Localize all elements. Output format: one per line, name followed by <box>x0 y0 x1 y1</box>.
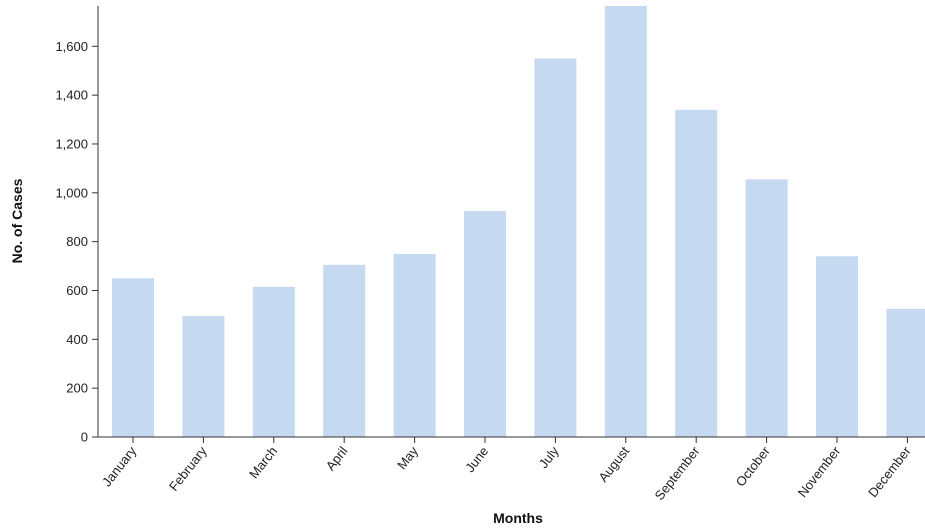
bar-january <box>112 278 154 437</box>
y-tick-label: 1,200 <box>55 136 88 151</box>
x-tick-label-november: November <box>795 443 844 500</box>
x-tick-label-february: February <box>166 443 210 494</box>
x-tick-label-august: August <box>595 443 632 484</box>
bar-june <box>464 211 506 437</box>
y-tick-label: 1,000 <box>55 185 88 200</box>
bars-group <box>112 6 925 438</box>
x-tick-label-may: May <box>394 443 421 472</box>
y-axis-title: No. of Cases <box>9 178 25 263</box>
y-tick-label: 200 <box>66 381 88 396</box>
x-tick-label-july: July <box>536 443 562 471</box>
x-tick-label-march: March <box>246 444 280 482</box>
y-axis-ticks: 0 200 400 600 800 1,000 1,200 1,400 1,600 <box>55 39 98 445</box>
bar-august <box>604 6 647 437</box>
y-tick-label: 1,400 <box>55 88 88 103</box>
y-tick-label: 1,600 <box>55 39 88 54</box>
x-axis-title: Months <box>493 510 543 526</box>
x-tick-label-december: December <box>865 443 914 500</box>
bar-march <box>252 286 295 437</box>
bar-september <box>675 109 718 438</box>
bar-july <box>534 58 577 437</box>
bar-february <box>182 316 225 437</box>
y-tick-label: 600 <box>66 283 88 298</box>
x-tick-label-april: April <box>323 444 351 474</box>
bar-april <box>323 264 366 437</box>
x-axis-ticks: January February March April May June July Augu… <box>99 437 914 503</box>
bar-december <box>886 308 925 437</box>
bar-october <box>745 179 788 437</box>
y-tick-label: 400 <box>66 332 88 347</box>
x-tick-label-june: June <box>462 444 491 475</box>
x-tick-label-september: September <box>652 443 703 503</box>
x-tick-label-january: January <box>99 443 140 489</box>
y-tick-label: 800 <box>66 234 88 249</box>
bar-may <box>393 253 436 437</box>
bar-november <box>816 256 858 437</box>
y-tick-label: 0 <box>81 430 88 445</box>
x-tick-label-october: October <box>733 443 774 489</box>
